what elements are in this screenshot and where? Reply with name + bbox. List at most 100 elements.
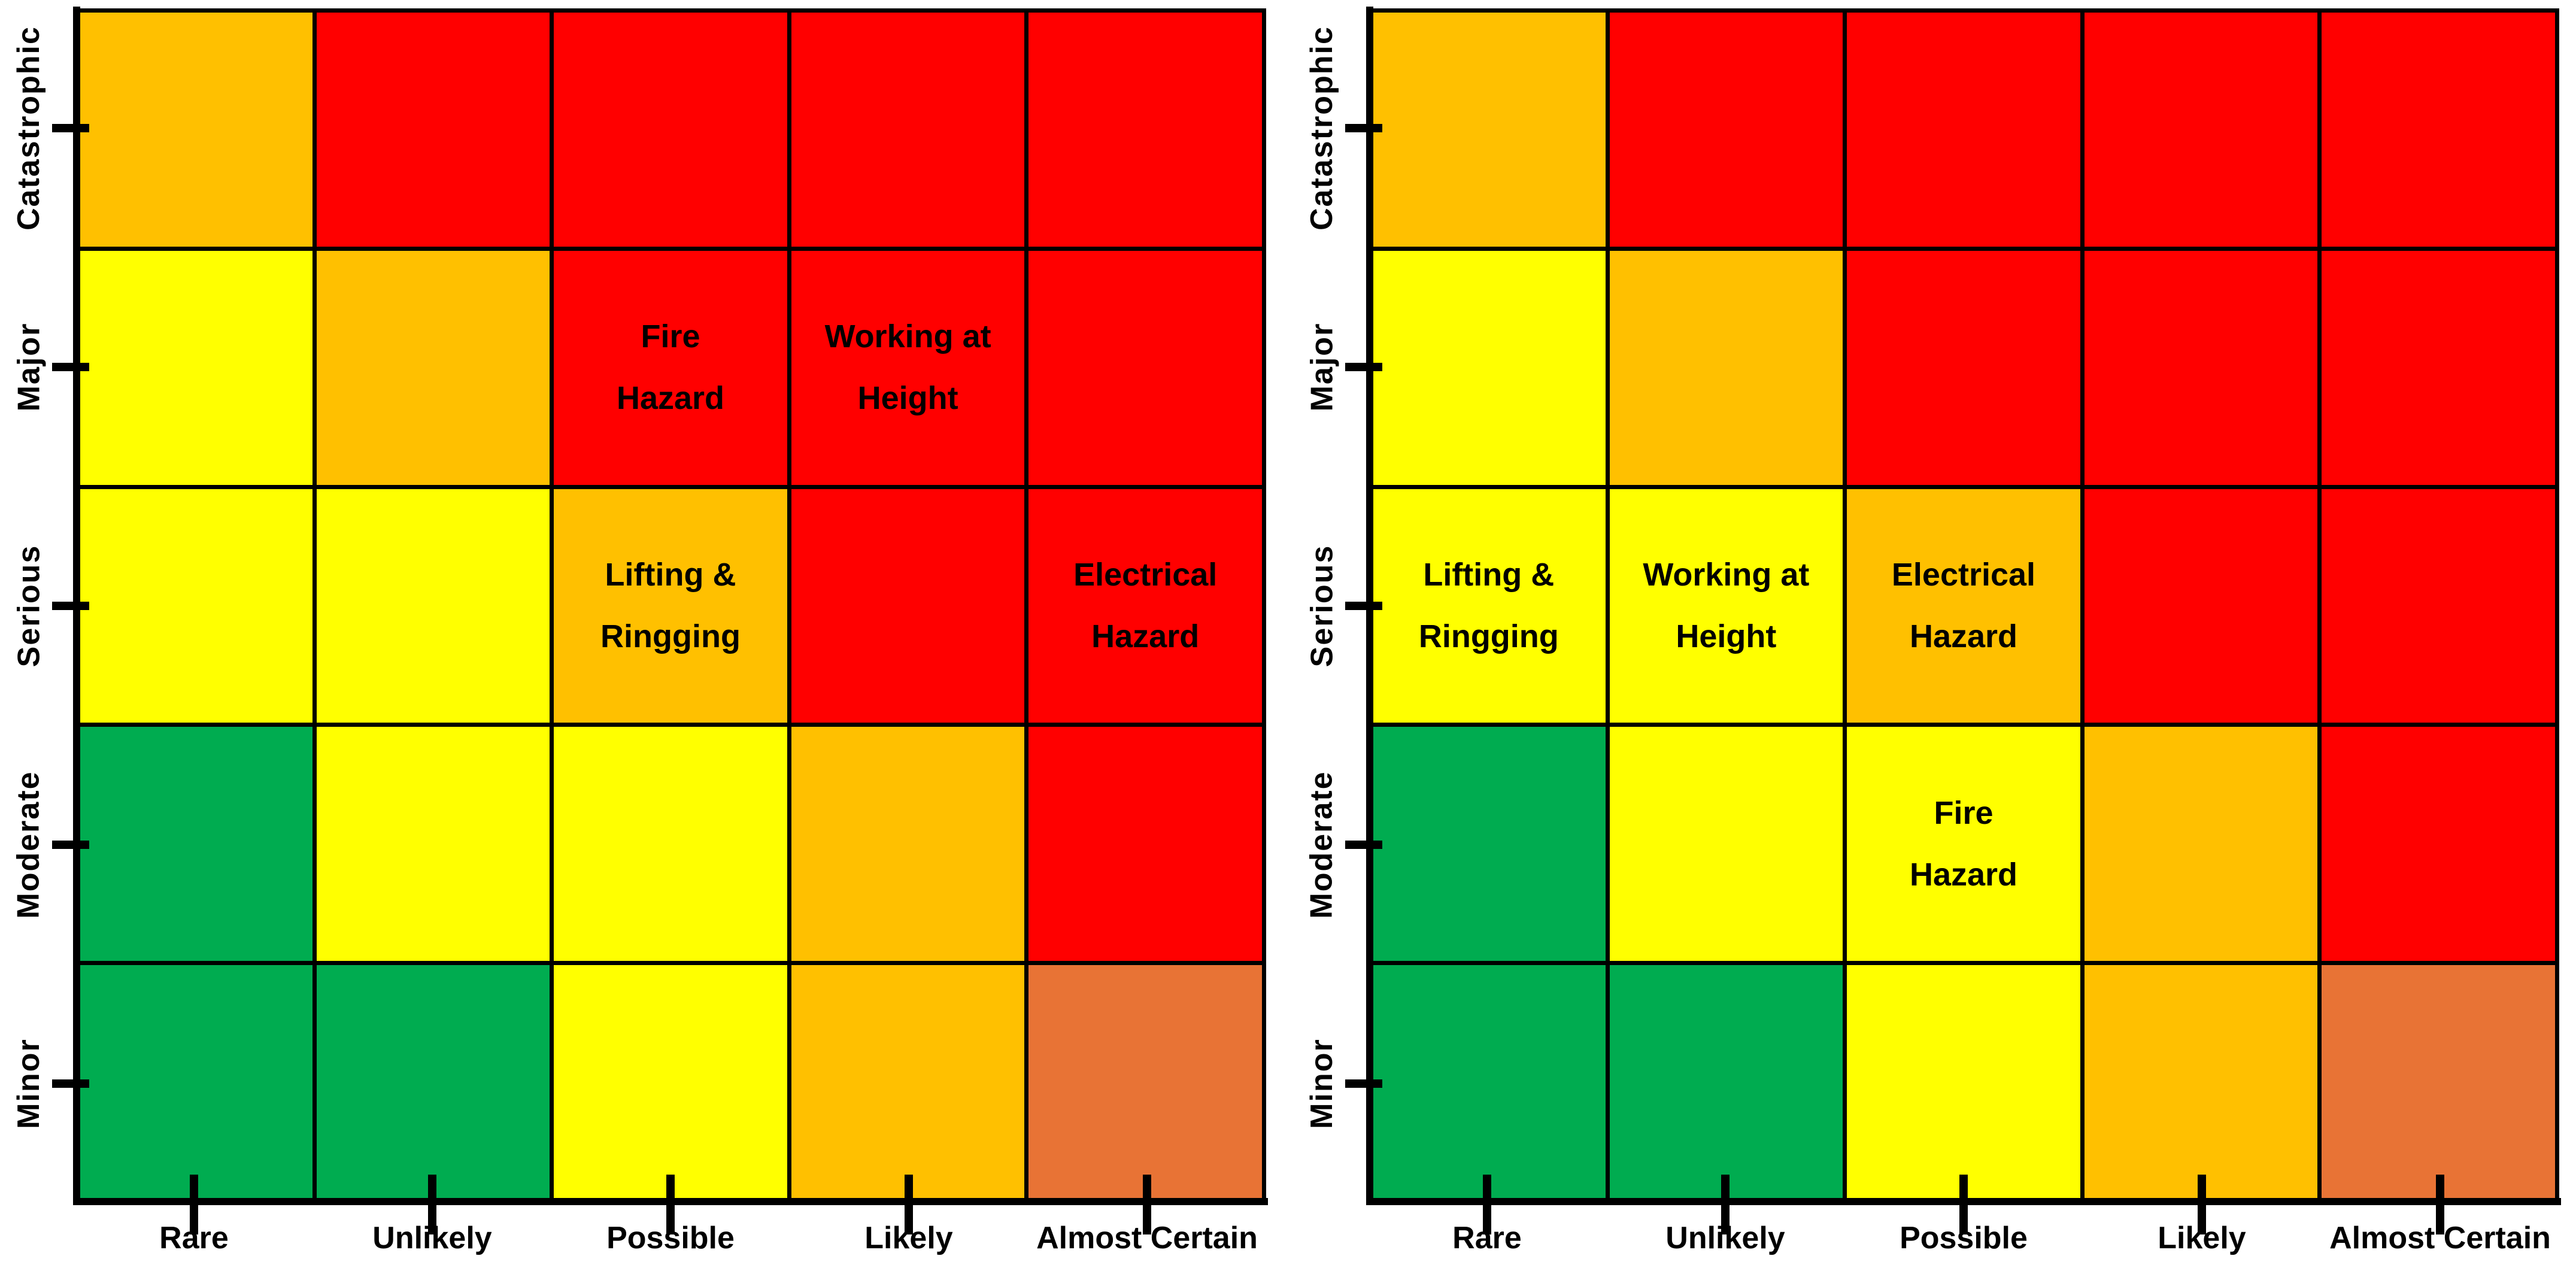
risk-cell-major-rare [1372,250,1606,485]
hazard-label-line: Height [857,380,958,417]
x-axis-tick [428,1175,436,1234]
y-axis-label: Major [1304,322,1339,412]
risk-cell-minor-rare [79,965,312,1199]
risk-cell-serious-unlikely [316,489,550,723]
hazard-label-line: Hazard [616,380,725,417]
y-axis-tick [1345,123,1382,132]
risk-cell-moderate-likely [2084,727,2318,961]
risk-cell-moderate-possible [554,727,787,961]
hazard-label-electrical-hazard: Electrical Hazard [1892,544,2035,668]
risk-cell-moderate-likely [791,727,1025,961]
x-axis-label: Almost Certain [2329,1221,2551,1255]
risk-cell-major-almost-certain [2322,250,2555,485]
risk-cell-serious-likely [791,489,1025,723]
y-axis-tick [52,1079,89,1088]
y-axis-label: Moderate [1304,771,1339,919]
hazard-label-line: Ringging [1418,618,1559,654]
hazard-label-line: Fire [641,318,700,355]
risk-cell-catastrophic-possible [554,13,787,247]
risk-cell-serious-unlikely: Working at Height [1609,489,1843,723]
risk-cell-minor-almost-certain [2322,965,2555,1199]
hazard-label-fire-hazard: Fire Hazard [1910,782,2017,906]
risk-matrix-left-plot-area: Fire Hazard Working at Height Lifting & Ringg… [75,8,1266,1203]
x-axis-tick [1483,1175,1491,1234]
risk-cell-serious-possible: Lifting & Ringging [554,489,787,723]
y-axis-label: Minor [1304,1038,1339,1130]
hazard-label-line: Working at [824,318,991,355]
y-axis-tick [1345,1079,1382,1088]
y-axis-tick [1345,362,1382,371]
hazard-label-line: Electrical [1073,556,1218,593]
hazard-label-working-at-height: Working at Height [1643,544,1809,668]
risk-cell-moderate-possible: Fire Hazard [1847,727,2080,961]
x-axis-label: Rare [1452,1221,1522,1255]
x-axis-label: Unlikely [372,1221,492,1255]
x-axis-label: Almost Certain [1036,1221,1258,1255]
y-axis-tick [52,841,89,850]
x-axis-label: Possible [1900,1221,2028,1255]
y-axis-label: Serious [1304,544,1339,668]
x-axis-tick [1143,1175,1151,1234]
y-axis-label-box: Minor [1256,958,1388,1209]
risk-cell-catastrophic-unlikely [1609,13,1843,247]
hazard-label-lifting-ringging: Lifting & Ringging [1419,544,1559,668]
risk-cell-moderate-rare [79,727,312,961]
hazard-label-electrical-hazard: Electrical Hazard [1073,544,1217,668]
risk-cell-serious-possible: Electrical Hazard [1847,489,2080,723]
risk-cell-minor-almost-certain [1028,965,1262,1199]
risk-cell-major-almost-certain [1028,250,1262,485]
risk-cell-minor-likely [2084,965,2318,1199]
x-axis-tick [1959,1175,1968,1234]
risk-cell-minor-unlikely [316,965,550,1199]
hazard-label-line: Lifting & [1423,556,1555,593]
x-axis-label: Rare [159,1221,229,1255]
risk-cell-catastrophic-possible [1847,13,2080,247]
risk-cell-catastrophic-likely [2084,13,2318,247]
risk-cell-major-likely [2084,250,2318,485]
x-axis-tick [2436,1175,2444,1234]
x-axis-tick [905,1175,913,1234]
x-axis-tick [2198,1175,2206,1234]
risk-cell-minor-possible [1847,965,2080,1199]
hazard-label-working-at-height: Working at Height [825,306,991,429]
x-axis-tick [190,1175,198,1234]
x-axis-label: Likely [2158,1221,2246,1255]
risk-cell-moderate-rare [1372,727,1606,961]
risk-cell-catastrophic-likely [791,13,1025,247]
hazard-label-line: Hazard [1091,618,1200,654]
risk-cell-serious-almost-certain [2322,489,2555,723]
risk-cell-catastrophic-almost-certain [1028,13,1262,247]
y-axis-label: Catastrophic [1304,25,1339,230]
y-axis-tick [52,123,89,132]
risk-cell-minor-possible [554,965,787,1199]
hazard-label-fire-hazard: Fire Hazard [617,306,724,429]
x-axis-label: Unlikely [1665,1221,1785,1255]
x-axis-label: Possible [606,1221,735,1255]
hazard-label-line: Hazard [1909,618,2018,654]
risk-cell-moderate-almost-certain [2322,727,2555,961]
y-axis-tick [1345,602,1382,610]
x-axis-label: Likely [864,1221,953,1255]
y-axis-tick [1345,841,1382,850]
risk-cell-major-unlikely [316,250,550,485]
risk-cell-major-rare [79,250,312,485]
risk-cell-major-unlikely [1609,250,1843,485]
risk-cell-major-possible [1847,250,2080,485]
hazard-label-line: Hazard [1909,856,2018,893]
y-axis-tick [52,362,89,371]
risk-cell-major-likely: Working at Height [791,250,1025,485]
risk-cell-moderate-unlikely [1609,727,1843,961]
y-axis-label-box: Catastrophic [1256,2,1388,254]
risk-cell-catastrophic-almost-certain [2322,13,2555,247]
y-axis-label-box: Serious [1256,480,1388,732]
risk-cell-moderate-unlikely [316,727,550,961]
hazard-label-lifting-ringging: Lifting & Ringging [600,544,741,668]
risk-cell-minor-rare [1372,965,1606,1199]
x-axis-tick [1721,1175,1730,1234]
x-axis-tick [666,1175,675,1234]
hazard-label-line: Height [1676,618,1777,654]
risk-cell-serious-rare [79,489,312,723]
risk-cell-serious-likely [2084,489,2318,723]
